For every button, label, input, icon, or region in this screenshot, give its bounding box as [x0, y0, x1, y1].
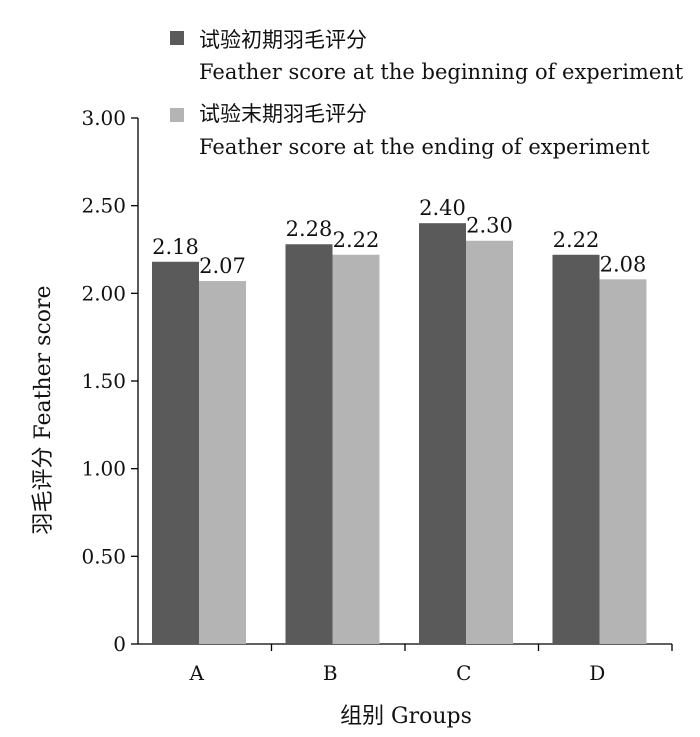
- data-label: 2.08: [600, 252, 647, 276]
- bar-beginning-a: [152, 261, 199, 644]
- data-label: 2.22: [333, 228, 380, 252]
- y-tick-label: 1.50: [81, 369, 126, 393]
- bar-beginning-b: [285, 244, 333, 645]
- data-label: 2.07: [199, 254, 246, 278]
- legend-label-zh: 试验初期羽毛评分: [199, 28, 367, 52]
- data-label: 2.40: [419, 196, 466, 220]
- bar-beginning-c: [419, 223, 466, 644]
- x-axis: A B C D: [138, 643, 673, 685]
- y-tick-label: 0.50: [81, 544, 126, 568]
- legend-label-en: Feather score at the beginning of experi…: [199, 60, 684, 84]
- x-axis-title: 组别 Groups: [340, 704, 472, 729]
- bar-beginning-d: [552, 254, 600, 644]
- y-tick-label: 2.00: [81, 281, 126, 305]
- legend-swatch: [170, 31, 184, 45]
- bar-ending-a: [199, 281, 246, 644]
- x-tick-label: C: [456, 661, 471, 685]
- data-labels: 2.18 2.28 2.40 2.22 2.07 2.22 2.30 2.08: [152, 196, 646, 278]
- y-tick-label: 1.00: [81, 457, 126, 481]
- x-tick-label: B: [323, 661, 338, 685]
- y-tick-label: 2.50: [81, 194, 126, 218]
- legend-swatch: [170, 108, 184, 122]
- y-tick-label: 3.00: [81, 106, 126, 130]
- bar-ending-c: [466, 240, 513, 644]
- bar-ending-d: [599, 279, 647, 644]
- legend-label-zh: 试验末期羽毛评分: [199, 102, 367, 126]
- y-axis: 0 0.50 1.00 1.50 2.00 2.50 3.00: [81, 106, 139, 656]
- x-tick-label: D: [589, 661, 605, 685]
- legend: 试验初期羽毛评分 Feather score at the beginning o…: [170, 28, 684, 159]
- bar-ending-b: [332, 254, 380, 644]
- y-axis-title: 羽毛评分 Feather score: [31, 285, 56, 534]
- data-label: 2.30: [466, 214, 513, 238]
- data-label: 2.28: [286, 217, 333, 241]
- data-label: 2.18: [152, 235, 199, 259]
- x-tick-label: A: [189, 661, 205, 685]
- y-tick-label: 0: [113, 632, 126, 656]
- legend-label-en: Feather score at the ending of experimen…: [199, 135, 650, 159]
- data-label: 2.22: [553, 228, 600, 252]
- bars: [152, 223, 647, 645]
